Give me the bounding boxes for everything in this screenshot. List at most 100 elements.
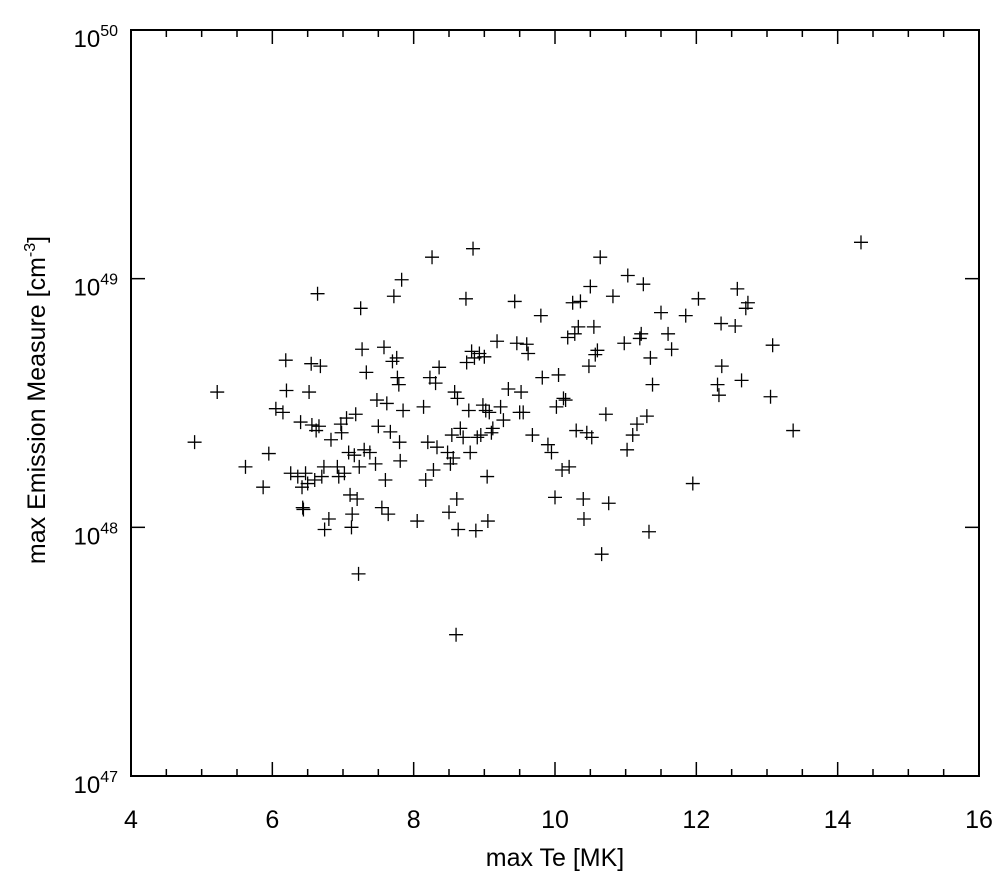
data-point xyxy=(565,295,580,310)
x-tick-label: 4 xyxy=(124,806,138,834)
data-point xyxy=(509,336,524,351)
data-point xyxy=(521,346,536,361)
data-point xyxy=(730,281,745,296)
data-point xyxy=(376,340,391,355)
x-tick-label: 12 xyxy=(682,806,710,834)
data-point xyxy=(551,367,566,382)
y-tick-label-base: 10 xyxy=(74,26,101,53)
data-point xyxy=(555,463,570,478)
data-point xyxy=(317,522,332,537)
data-point xyxy=(466,241,481,256)
data-point xyxy=(353,301,368,316)
x-tick-label: 16 xyxy=(965,806,993,834)
data-point xyxy=(416,399,431,414)
data-point xyxy=(714,359,729,374)
data-point xyxy=(316,459,331,474)
data-point xyxy=(352,459,367,474)
data-point xyxy=(261,446,276,461)
data-point xyxy=(302,385,317,400)
data-point xyxy=(714,316,729,331)
data-point xyxy=(443,456,458,471)
data-point xyxy=(268,401,283,416)
data-point xyxy=(442,505,456,520)
y-tick-label: 1047 xyxy=(74,769,119,799)
data-point xyxy=(381,507,396,522)
data-point xyxy=(343,487,358,502)
data-point xyxy=(429,440,444,455)
data-point xyxy=(313,359,328,374)
data-point xyxy=(645,377,660,392)
data-point xyxy=(391,377,406,392)
data-point xyxy=(601,496,616,511)
data-point xyxy=(544,445,559,460)
data-point xyxy=(300,476,315,491)
data-point xyxy=(389,350,404,365)
data-point xyxy=(562,459,577,474)
data-point xyxy=(478,403,493,418)
data-point xyxy=(617,336,632,351)
data-point xyxy=(477,349,492,364)
data-point xyxy=(593,250,608,265)
data-point xyxy=(420,435,435,450)
data-point xyxy=(323,432,338,447)
y-axis-label-exponent: -3 xyxy=(22,243,39,257)
data-point xyxy=(450,391,465,406)
data-point xyxy=(334,425,349,440)
data-point xyxy=(314,469,329,484)
data-point xyxy=(392,435,407,450)
y-axis-label-main: max Emission Measure [cm xyxy=(23,257,51,564)
data-point xyxy=(728,319,743,334)
data-point xyxy=(310,286,325,301)
data-point xyxy=(711,388,726,403)
data-point xyxy=(470,430,485,445)
data-point xyxy=(573,294,588,309)
data-point xyxy=(418,473,433,488)
data-point xyxy=(359,365,374,380)
data-point xyxy=(311,419,326,434)
data-point xyxy=(290,469,305,484)
data-point xyxy=(347,448,362,463)
data-point xyxy=(368,456,383,471)
data-point xyxy=(333,417,348,432)
data-point xyxy=(556,391,571,406)
data-point xyxy=(331,469,346,484)
data-point xyxy=(463,445,478,460)
y-tick-label-base: 10 xyxy=(74,275,101,302)
data-point xyxy=(256,480,271,495)
data-point xyxy=(355,342,370,357)
data-point xyxy=(461,403,476,418)
data-point xyxy=(344,520,359,535)
data-point xyxy=(278,353,293,368)
data-point xyxy=(581,359,596,374)
data-point xyxy=(345,507,360,522)
data-point xyxy=(410,514,425,529)
data-point xyxy=(449,491,464,506)
data-point xyxy=(678,308,693,323)
data-point xyxy=(458,291,473,306)
data-point xyxy=(485,421,500,436)
data-point xyxy=(351,566,366,581)
y-tick-label-base: 10 xyxy=(74,772,101,799)
data-point xyxy=(369,393,384,408)
data-point xyxy=(734,373,749,388)
data-point xyxy=(567,326,582,341)
data-point xyxy=(558,393,573,408)
x-tick-label: 14 xyxy=(824,806,852,834)
data-point xyxy=(295,480,310,495)
data-point xyxy=(740,295,755,310)
data-point xyxy=(584,430,599,445)
data-point xyxy=(639,409,654,424)
data-point xyxy=(348,407,363,422)
data-point xyxy=(738,301,753,316)
data-point xyxy=(394,272,409,287)
data-point xyxy=(480,514,495,529)
data-point xyxy=(283,466,298,481)
data-point xyxy=(383,424,398,439)
y-tick-label-exponent: 49 xyxy=(100,272,118,289)
data-point xyxy=(664,342,679,357)
data-point xyxy=(560,330,575,345)
data-point xyxy=(629,417,644,432)
y-tick-label-exponent: 47 xyxy=(100,769,118,786)
data-point xyxy=(636,277,651,292)
